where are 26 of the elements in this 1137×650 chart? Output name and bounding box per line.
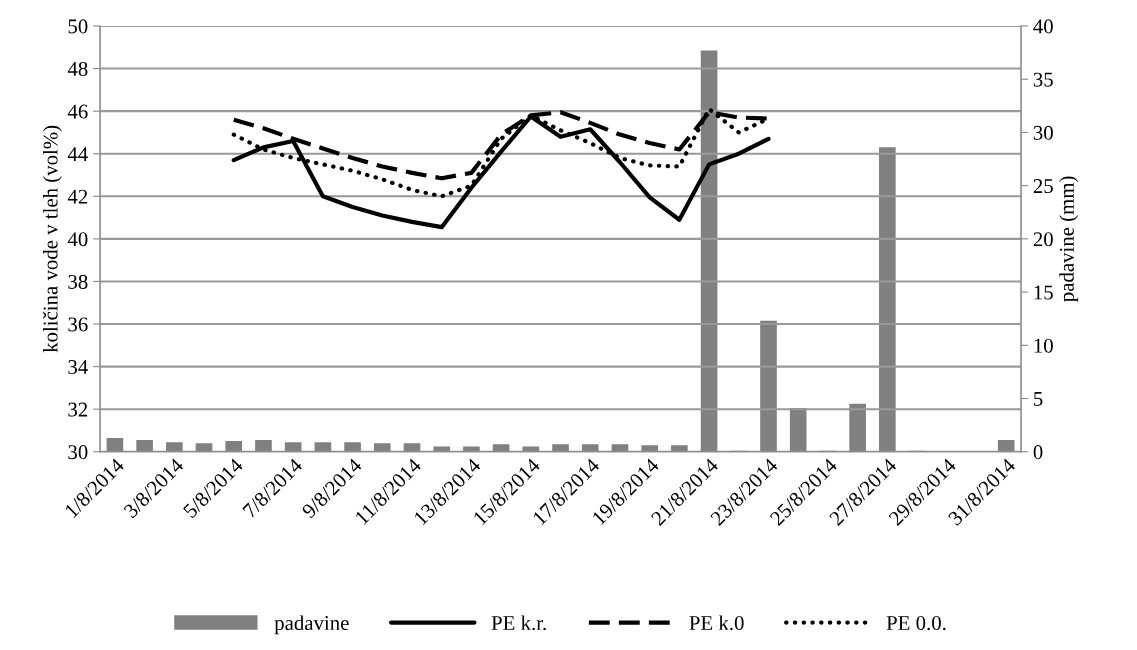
y2-tick-label: 30 — [1033, 125, 1053, 140]
y-tick-label: 32 — [68, 402, 88, 417]
y-tick-label: 40 — [67, 232, 88, 247]
y2-tick-label: 25 — [1033, 179, 1053, 194]
y-tick-label: 34 — [68, 360, 88, 375]
legend-label: PE k.r. — [491, 615, 546, 631]
y2-tick-label: 15 — [1034, 285, 1053, 300]
y2-tick-label: 35 — [1033, 72, 1053, 87]
legend-label: padavine — [274, 615, 349, 635]
y2-tick-label: 10 — [1034, 338, 1053, 353]
y-tick-label: 44 — [67, 147, 88, 161]
y2-tick-label: 20 — [1033, 232, 1053, 247]
y-tick-label: 50 — [68, 19, 88, 34]
y-tick-label: 42 — [67, 189, 88, 204]
y-tick-label: 38 — [68, 274, 88, 289]
y2-tick-label: 40 — [1033, 19, 1053, 34]
y-tick-label: 46 — [67, 104, 88, 119]
y2-axis-title: padavine (mm) — [1059, 176, 1079, 302]
y-tick-label: 30 — [68, 445, 88, 460]
legend-label: PE k.0 — [689, 615, 744, 631]
legend-label: PE 0.0. — [886, 615, 946, 631]
y-axis-title: količina vode v tleh (vol%) — [42, 125, 62, 353]
y-tick-label: 48 — [67, 61, 88, 77]
y-tick-label: 36 — [68, 317, 88, 332]
y2-tick-label: 0 — [1033, 445, 1043, 460]
y2-tick-label: 5 — [1034, 392, 1043, 406]
